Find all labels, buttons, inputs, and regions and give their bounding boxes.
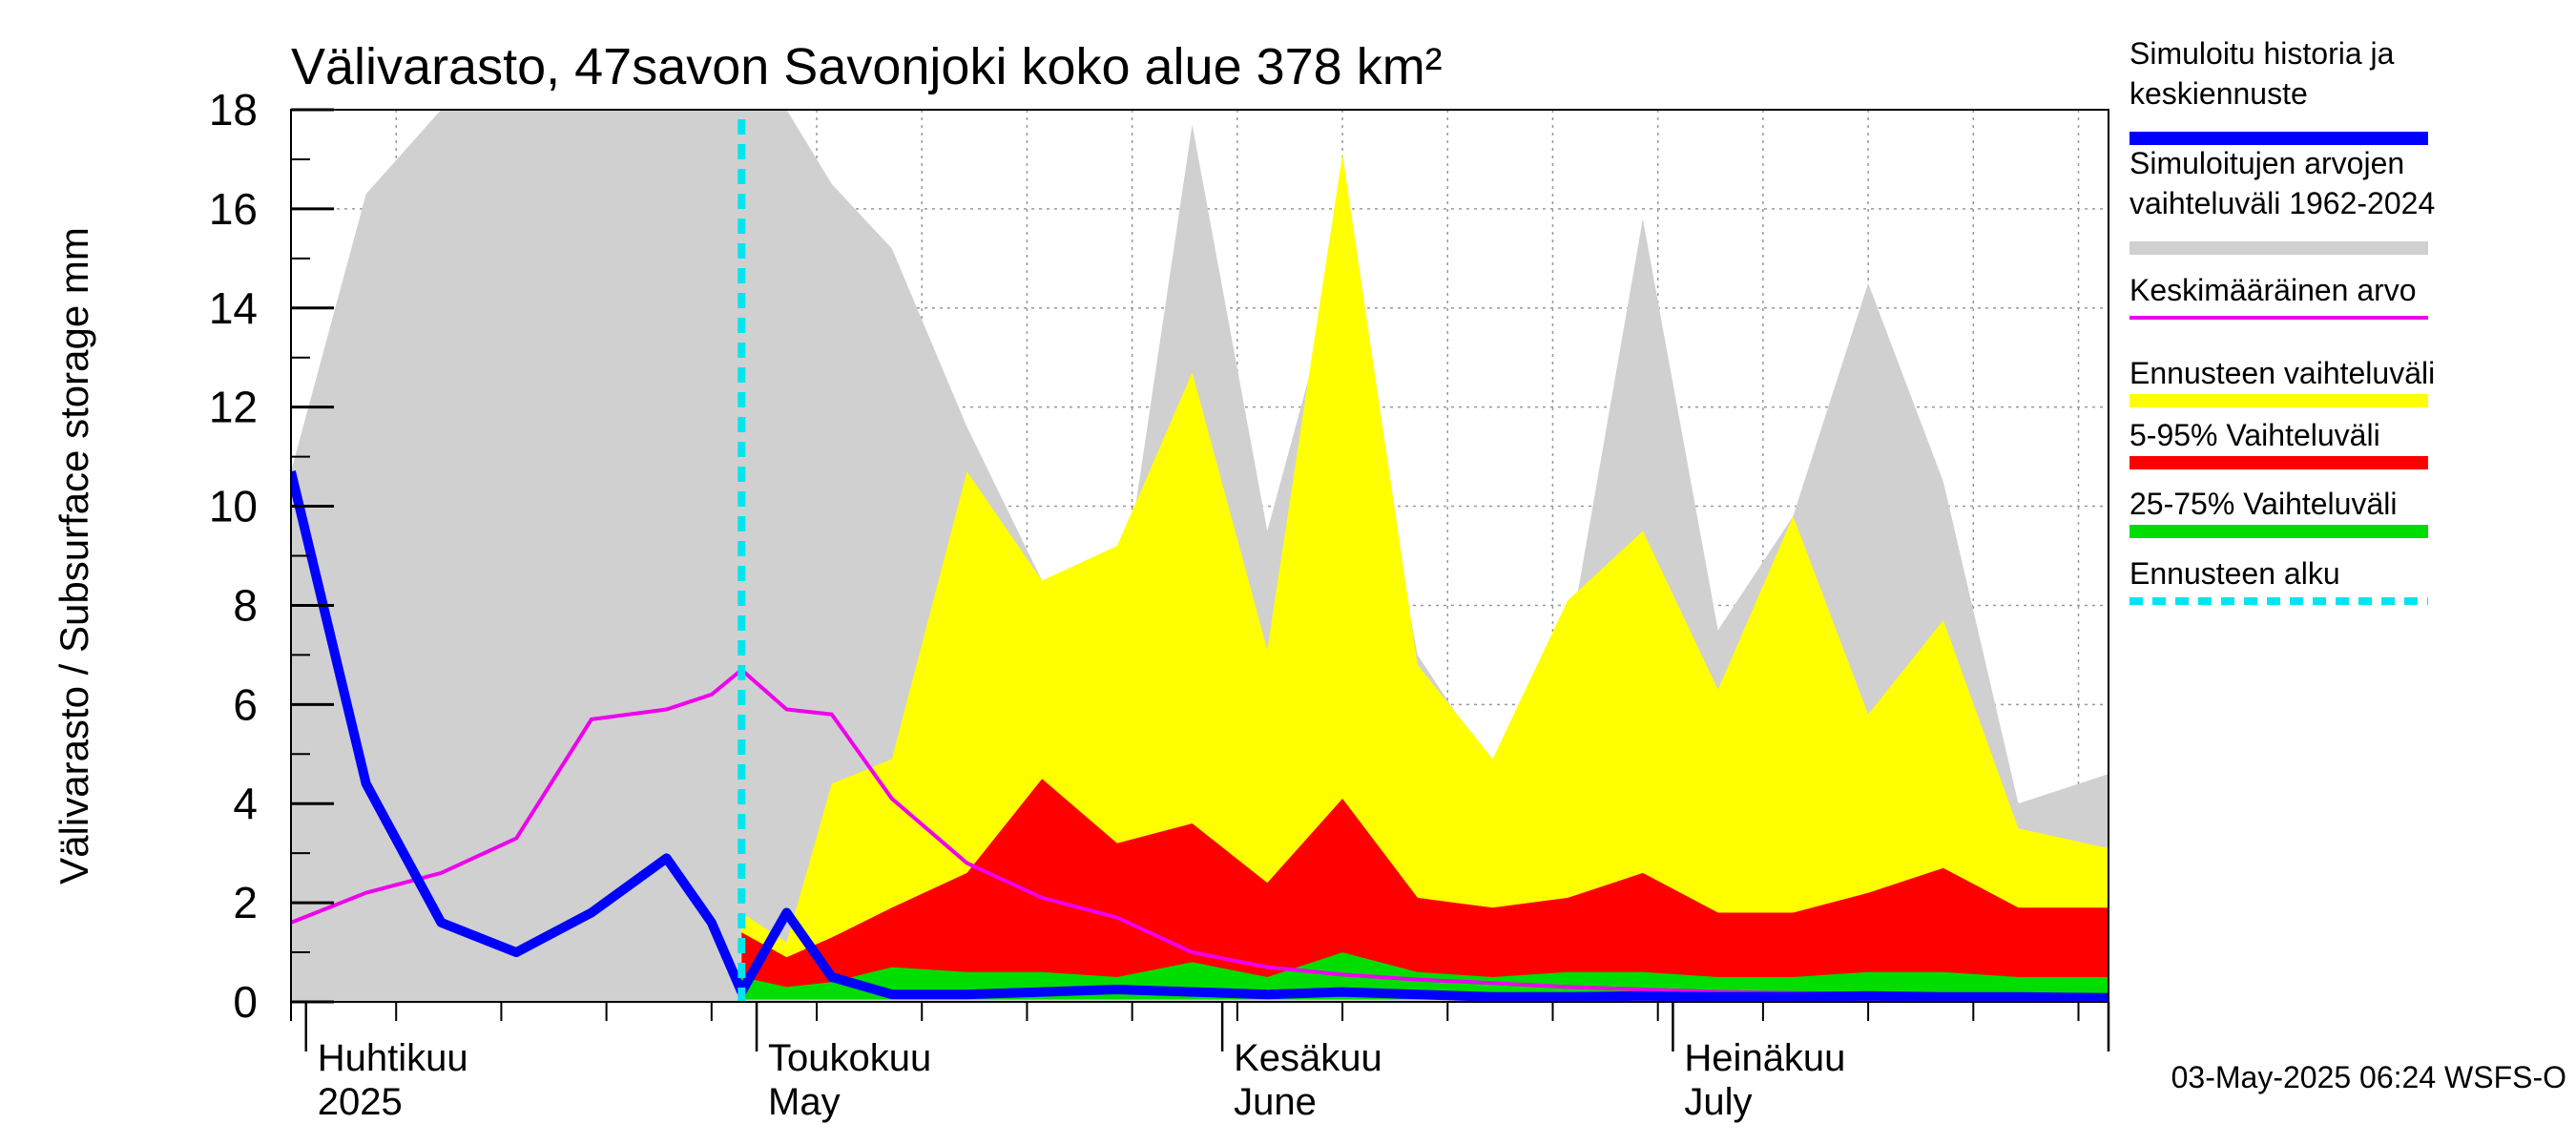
- legend-label: Keskimääräinen arvo: [2129, 273, 2417, 307]
- y-tick-label: 2: [233, 878, 258, 927]
- y-axis-label: Välivarasto / Subsurface storage mm: [52, 227, 96, 885]
- y-tick-label: 16: [209, 184, 258, 234]
- legend-label: Ennusteen vaihteluväli: [2129, 356, 2435, 390]
- median-forecast-line: [291, 470, 2109, 1002]
- y-tick-label: 0: [233, 977, 258, 1027]
- month-label-fi: Kesäkuu: [1234, 1037, 1382, 1079]
- legend-label: Simuloitujen arvojen: [2129, 146, 2404, 180]
- y-tick-label: 10: [209, 482, 258, 531]
- month-label-fi: Huhtikuu: [318, 1037, 468, 1079]
- y-tick-label: 18: [209, 85, 258, 135]
- range-5-95-area: [741, 779, 2109, 1000]
- legend-label: Ennusteen alku: [2129, 556, 2340, 591]
- legend-label: 25-75% Vaihteluväli: [2129, 487, 2397, 521]
- y-tick-label: 12: [209, 383, 258, 432]
- month-label-fi: Toukokuu: [768, 1037, 931, 1079]
- y-tick-label: 6: [233, 679, 258, 729]
- y-tick-label: 8: [233, 580, 258, 630]
- legend: Simuloitu historia ja keskiennuste Simuloi…: [2129, 36, 2435, 605]
- month-label-en: 2025: [318, 1081, 403, 1123]
- forecast-range-area: [741, 154, 2109, 997]
- month-label-en: May: [768, 1081, 841, 1123]
- legend-label: keskiennuste: [2129, 76, 2308, 111]
- month-label-fi: Heinäkuu: [1684, 1037, 1845, 1079]
- y-tick-label: 14: [209, 283, 258, 333]
- timestamp: 03-May-2025 06:24 WSFS-O: [2171, 1060, 2566, 1094]
- legend-label: 5-95% Vaihteluväli: [2129, 418, 2380, 452]
- legend-label: vaihteluväli 1962-2024: [2129, 186, 2435, 220]
- legend-label: Simuloitu historia ja: [2129, 36, 2395, 71]
- y-tick-label: 4: [233, 779, 258, 828]
- month-label-en: July: [1684, 1081, 1752, 1123]
- chart-title: Välivarasto, 47savon Savonjoki koko alue…: [291, 38, 1443, 95]
- month-label-en: June: [1234, 1081, 1317, 1123]
- plot-area: 0 2 4 6 8 10 12 14 16 18 Välivarasto / Subsurface …: [52, 85, 2110, 1123]
